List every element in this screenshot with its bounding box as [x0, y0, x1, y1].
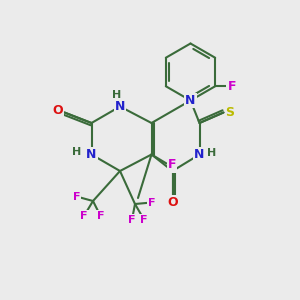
Text: N: N — [115, 100, 125, 113]
Text: F: F — [148, 197, 155, 208]
Text: F: F — [140, 214, 148, 225]
Text: N: N — [185, 94, 196, 107]
Text: N: N — [86, 148, 97, 161]
Text: H: H — [208, 148, 217, 158]
Text: O: O — [167, 196, 178, 209]
Text: F: F — [128, 214, 136, 225]
Text: F: F — [227, 80, 236, 93]
Text: S: S — [226, 106, 235, 119]
Text: F: F — [168, 158, 176, 172]
Text: H: H — [72, 146, 81, 157]
Text: F: F — [80, 211, 88, 221]
Text: F: F — [97, 211, 104, 221]
Text: O: O — [52, 104, 63, 118]
Text: N: N — [194, 148, 205, 161]
Text: H: H — [112, 90, 122, 100]
Text: F: F — [73, 191, 80, 202]
